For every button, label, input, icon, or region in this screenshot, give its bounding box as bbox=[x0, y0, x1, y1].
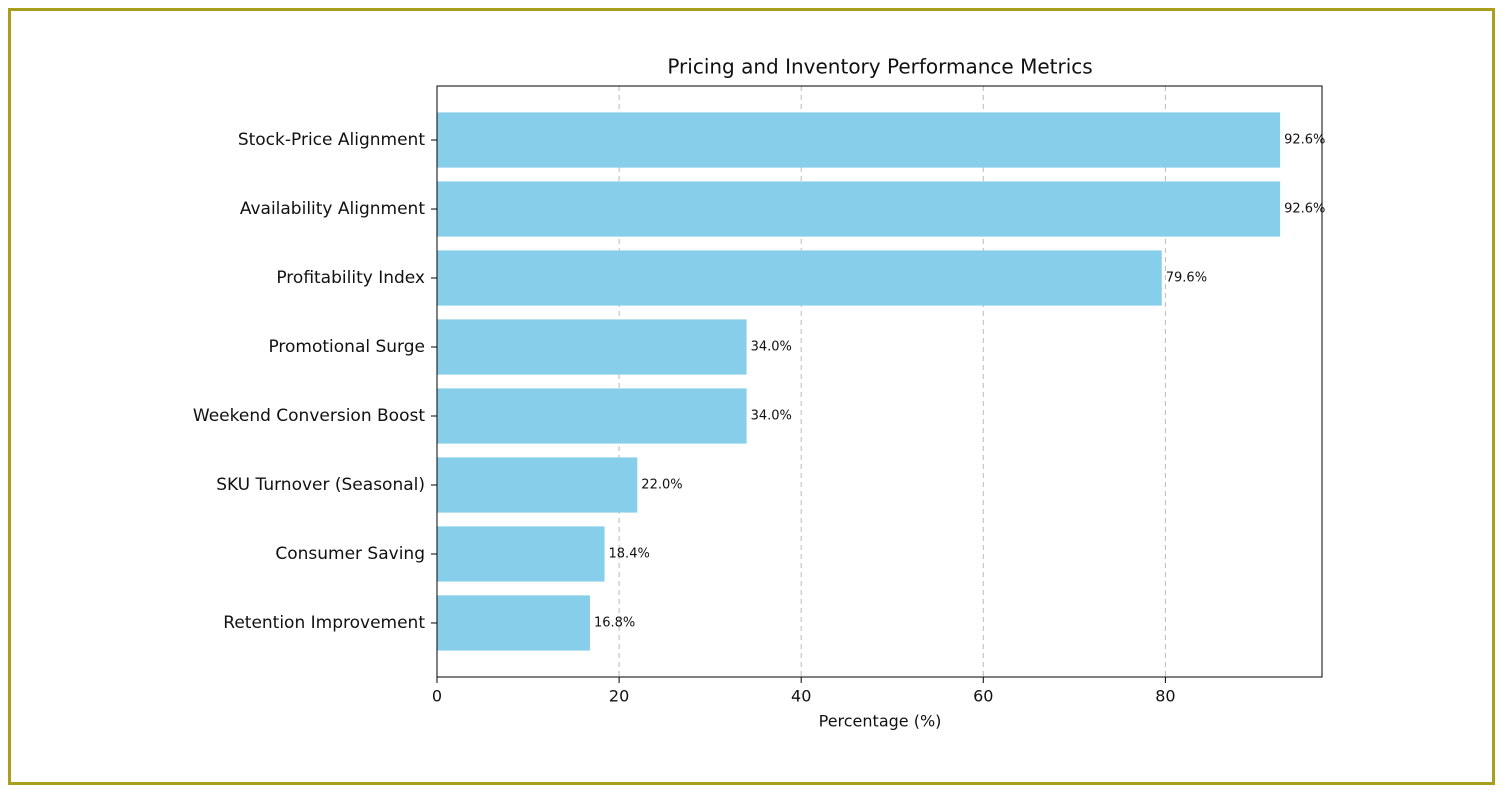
y-tick-label: Profitability Index bbox=[276, 268, 425, 288]
y-tick-label: SKU Turnover (Seasonal) bbox=[216, 475, 425, 495]
bar bbox=[437, 112, 1281, 168]
bar bbox=[437, 181, 1281, 237]
frame bbox=[8, 8, 1495, 785]
y-tick-label: Weekend Conversion Boost bbox=[193, 406, 425, 426]
y-tick-label: Retention Improvement bbox=[223, 613, 425, 633]
bar bbox=[437, 595, 590, 651]
y-tick-label: Stock-Price Alignment bbox=[238, 130, 425, 150]
value-label: 34.0% bbox=[751, 408, 792, 423]
y-tick-label: Promotional Surge bbox=[268, 337, 425, 357]
value-label: 16.8% bbox=[594, 615, 635, 630]
x-axis-label: Percentage (%) bbox=[819, 712, 942, 731]
y-tick-label: Availability Alignment bbox=[240, 199, 426, 219]
value-label: 22.0% bbox=[641, 477, 682, 492]
x-tick-label: 60 bbox=[973, 687, 993, 706]
bar bbox=[437, 388, 747, 444]
value-label: 92.6% bbox=[1284, 133, 1325, 148]
bar bbox=[437, 526, 605, 582]
value-label: 92.6% bbox=[1284, 202, 1325, 217]
y-tick-label: Consumer Saving bbox=[275, 544, 425, 564]
value-label: 79.6% bbox=[1166, 271, 1207, 286]
bar bbox=[437, 319, 747, 375]
x-tick-label: 40 bbox=[791, 687, 811, 706]
bar bbox=[437, 457, 638, 513]
value-label: 18.4% bbox=[609, 546, 650, 561]
bar bbox=[437, 250, 1162, 306]
x-tick-label: 0 bbox=[432, 687, 442, 706]
x-tick-label: 80 bbox=[1155, 687, 1175, 706]
x-tick-label: 20 bbox=[609, 687, 629, 706]
chart-title: Pricing and Inventory Performance Metric… bbox=[667, 55, 1092, 79]
value-label: 34.0% bbox=[751, 340, 792, 355]
plot-frame bbox=[436, 85, 1323, 678]
